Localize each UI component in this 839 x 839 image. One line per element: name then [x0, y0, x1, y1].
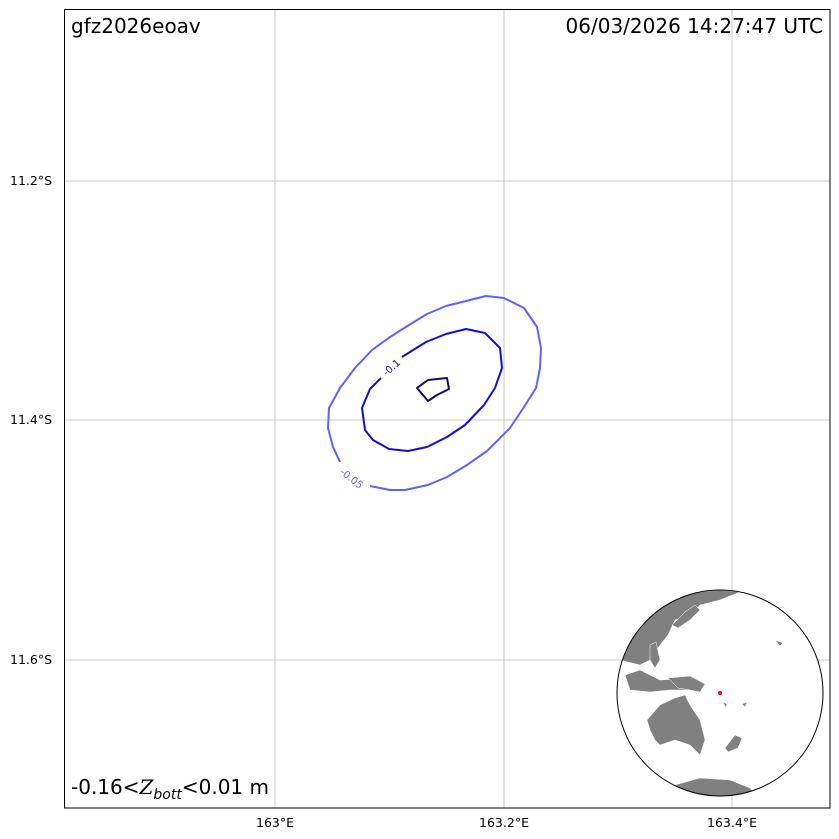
contour-label-minus-0-05: -0.05: [337, 467, 364, 492]
australia: [646, 694, 706, 756]
contour-minus-0-1: [361, 328, 503, 452]
philippines: [649, 641, 661, 669]
x-tick-label: 163.2°E: [479, 815, 529, 830]
gridlines: [64, 9, 830, 808]
range-sub: bott: [153, 787, 182, 803]
x-tick-label: 163.4°E: [707, 815, 757, 830]
y-tick-label: 11.6°S: [10, 652, 53, 667]
japan-islands: [671, 604, 701, 629]
map-frame: [64, 9, 831, 809]
event-id: gfz2026eoav: [71, 14, 201, 38]
pacific-islands: [722, 639, 784, 709]
value-range-label: -0.16<Zbott<0.01 m: [71, 775, 269, 803]
range-prefix: -0.16<: [71, 775, 140, 799]
new-zealand: [724, 734, 743, 753]
x-tick-label: 163°E: [255, 815, 295, 830]
range-var: Z: [139, 775, 154, 799]
contour-label-minus-0-1: -0.1: [381, 357, 403, 378]
y-tick-label: 11.4°S: [10, 412, 53, 427]
y-tick-label: 11.2°S: [10, 173, 53, 188]
epicenter-marker: [718, 691, 722, 695]
contour-minus-0-15: [416, 377, 450, 402]
new-guinea: [667, 675, 706, 693]
inset-globe: [616, 589, 824, 797]
contour-minus-0-05: [327, 295, 542, 491]
range-suffix: <0.01 m: [181, 775, 269, 799]
event-timestamp: 06/03/2026 14:27:47 UTC: [565, 14, 823, 38]
